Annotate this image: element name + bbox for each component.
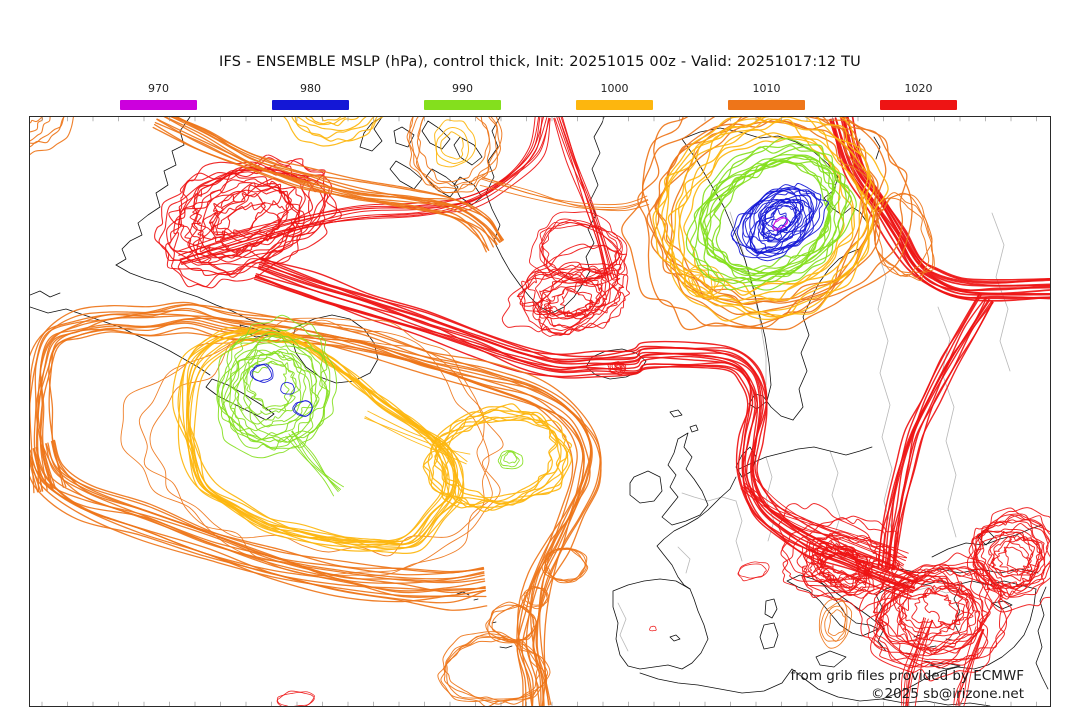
- legend-item-970: 970: [120, 82, 197, 110]
- legend-value: 1010: [752, 82, 781, 95]
- legend-item-1000: 1000: [576, 82, 653, 110]
- legend-color-bar: [576, 100, 653, 110]
- legend-value: 980: [300, 82, 321, 95]
- legend-value: 970: [148, 82, 169, 95]
- legend-color-bar: [120, 100, 197, 110]
- legend-item-980: 980: [272, 82, 349, 110]
- map-frame: from grib files provided by ECMWF ©2025 …: [29, 116, 1051, 707]
- chart-title: IFS - ENSEMBLE MSLP (hPa), control thick…: [219, 54, 861, 70]
- legend-color-bar: [880, 100, 957, 110]
- legend-value: 1000: [600, 82, 629, 95]
- legend-color-bar: [424, 100, 501, 110]
- watermark-line1: from grib files provided by ECMWF: [790, 668, 1024, 684]
- legend-item-1020: 1020: [880, 82, 957, 110]
- legend-value: 1020: [904, 82, 933, 95]
- contour-bands-layer: [30, 117, 1050, 706]
- legend-color-bar: [272, 100, 349, 110]
- map-canvas: [30, 117, 1050, 706]
- watermark-line2: ©2025 sb@irizone.net: [871, 686, 1024, 702]
- watermark: from grib files provided by ECMWF ©2025 …: [791, 667, 1024, 703]
- legend-color-bar: [728, 100, 805, 110]
- axis-ticks-layer: [41, 117, 1037, 706]
- legend-item-1010: 1010: [728, 82, 805, 110]
- pressure-legend: 970 980 990 1000 1010 1020: [0, 82, 1080, 112]
- legend-item-990: 990: [424, 82, 501, 110]
- legend-value: 990: [452, 82, 473, 95]
